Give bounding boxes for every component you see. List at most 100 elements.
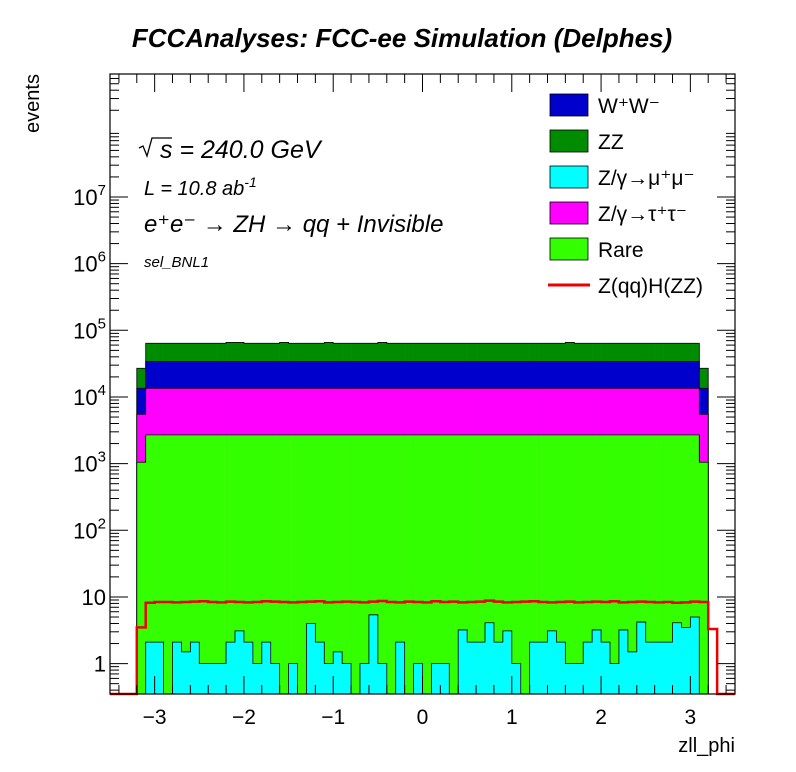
- bar-rare-19: [306, 434, 316, 694]
- bar-rare-59: [663, 434, 673, 694]
- bar-rare-26: [368, 434, 379, 694]
- bar-mumu-41: [502, 630, 513, 694]
- bar-mumu-52: [601, 642, 611, 694]
- bar-rare-36: [458, 434, 468, 694]
- legend-swatch-3: [549, 201, 589, 225]
- bar-rare-50: [583, 434, 593, 694]
- bar-rare-18: [297, 434, 307, 694]
- bar-mumu-20: [315, 642, 325, 694]
- bar-mumu-48: [565, 663, 575, 694]
- legend-label-1: ZZ: [598, 131, 624, 154]
- bar-rare-44: [529, 434, 539, 694]
- outline-tautau: [136, 387, 709, 694]
- bar-mumu-36: [458, 629, 468, 694]
- bar-rare-33: [431, 434, 441, 694]
- bar-rare-58: [654, 434, 664, 694]
- bar-mumu-55: [627, 651, 638, 694]
- x-axis: −3 −2 −1 0 1 2 3: [118, 74, 727, 729]
- x-axis-label: zll_phi: [678, 735, 735, 757]
- bar-rare-41: [502, 434, 513, 694]
- bar-mumu-10: [226, 642, 236, 694]
- bar-mumu-21: [324, 663, 334, 694]
- luminosity-exponent: -1: [244, 174, 256, 190]
- y-tick-label-3: 103: [73, 449, 106, 477]
- bar-rare-39: [485, 434, 495, 694]
- bar-rare-6: [190, 434, 200, 694]
- bar-rare-43: [520, 434, 530, 694]
- bar-rare-48: [565, 434, 575, 694]
- bar-rare-2: [154, 434, 164, 694]
- bar-rare-5: [181, 434, 191, 694]
- bar-mumu-61: [681, 627, 691, 694]
- bar-rare-38: [476, 434, 486, 694]
- bar-mumu-17: [288, 663, 298, 694]
- bar-mumu-1: [145, 642, 155, 694]
- bar-mumu-19: [306, 623, 316, 694]
- bar-rare-25: [360, 434, 370, 694]
- y-tick-label-1: 10: [82, 585, 106, 610]
- bar-rare-22: [333, 434, 343, 694]
- legend-swatch-1: [549, 129, 589, 153]
- bar-rare-51: [592, 434, 602, 694]
- bar-rare-47: [556, 434, 566, 694]
- bar-mumu-46: [547, 630, 557, 694]
- outline-zz: [136, 341, 709, 694]
- bar-rare-40: [493, 434, 504, 694]
- bar-mumu-23: [342, 663, 352, 694]
- legend-swatch-0: [549, 93, 589, 117]
- bar-mumu-59: [663, 642, 673, 694]
- sqrt-s-text: s = 240.0 GeV: [160, 136, 323, 164]
- bar-rare-11: [235, 434, 245, 694]
- bar-rare-15: [270, 434, 280, 694]
- bar-mumu-40: [493, 642, 504, 694]
- bar-mumu-39: [485, 622, 495, 694]
- legend-label-2: Z/γ→μ⁺μ⁻: [598, 167, 695, 190]
- bar-mumu-50: [583, 642, 593, 694]
- bar-mumu-9: [217, 663, 227, 694]
- bar-rare-20: [315, 434, 325, 694]
- bar-rare-34: [440, 434, 450, 694]
- bar-mumu-22: [333, 651, 343, 694]
- bar-mumu-45: [538, 642, 548, 694]
- y-tick-label-0: 1: [94, 652, 106, 677]
- sqrt-s-annotation: s = 240.0 GeV: [138, 136, 323, 164]
- outline-ww: [136, 361, 709, 694]
- bar-rare-13: [252, 434, 263, 694]
- bar-rare-30: [404, 434, 414, 694]
- bar-mumu-12: [243, 642, 254, 694]
- bar-mumu-26: [368, 614, 379, 694]
- y-axis: 1 10 102 103 104 105 106 107: [73, 73, 735, 691]
- bar-mumu-13: [252, 663, 263, 694]
- bar-rare-62: [690, 434, 700, 694]
- bar-mumu-6: [190, 642, 200, 694]
- x-tick-label-3: 0: [417, 706, 429, 729]
- bar-mumu-27: [377, 663, 388, 694]
- stacked-histogram: [136, 341, 709, 695]
- bar-mumu-44: [529, 642, 539, 694]
- bar-rare-4: [172, 434, 182, 694]
- bar-rare-61: [681, 434, 691, 694]
- bar-rare-42: [511, 434, 522, 694]
- bar-rare-24: [351, 434, 361, 694]
- bar-mumu-37: [467, 642, 477, 694]
- y-tick-label-5: 105: [73, 315, 106, 343]
- bar-rare-10: [226, 434, 236, 694]
- bar-mumu-47: [556, 642, 566, 694]
- bar-rare-17: [288, 434, 298, 694]
- process-annotation: e⁺e⁻ → ZH → qq + Invisible: [144, 211, 443, 238]
- bar-rare-9: [217, 434, 227, 694]
- bar-rare-56: [636, 434, 647, 694]
- bar-rare-16: [279, 434, 289, 694]
- bar-mumu-25: [360, 663, 370, 694]
- bar-rare-31: [413, 434, 423, 694]
- signal-histogram: [110, 599, 735, 696]
- outline-rare: [136, 434, 709, 694]
- bar-rare-46: [547, 434, 557, 694]
- bar-mumu-51: [592, 629, 602, 694]
- bar-rare-57: [645, 434, 655, 694]
- legend-label-4: Rare: [598, 239, 644, 262]
- bar-rare-28: [386, 434, 397, 694]
- bar-rare-49: [574, 434, 584, 694]
- chart-title: FCCAnalyses: FCC-ee Simulation (Delphes): [132, 23, 672, 53]
- y-axis-label: events: [22, 74, 44, 133]
